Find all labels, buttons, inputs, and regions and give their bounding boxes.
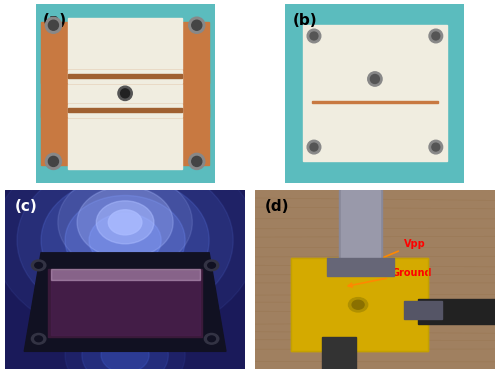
Bar xyxy=(41,70,209,82)
Circle shape xyxy=(208,263,216,268)
Bar xyxy=(339,190,382,265)
Bar xyxy=(327,258,394,276)
Text: (c): (c) xyxy=(14,199,38,214)
Circle shape xyxy=(188,17,205,33)
Circle shape xyxy=(368,72,382,86)
Text: Vpp: Vpp xyxy=(360,239,426,267)
Bar xyxy=(68,108,182,112)
Circle shape xyxy=(82,323,168,373)
Bar xyxy=(303,25,446,162)
Circle shape xyxy=(89,213,161,267)
Circle shape xyxy=(35,336,42,342)
Circle shape xyxy=(65,310,185,373)
Circle shape xyxy=(432,32,440,40)
Circle shape xyxy=(432,143,440,151)
Circle shape xyxy=(101,337,149,373)
Circle shape xyxy=(17,160,233,321)
Circle shape xyxy=(108,210,142,235)
Circle shape xyxy=(429,29,442,43)
Circle shape xyxy=(77,186,173,258)
Bar xyxy=(41,104,209,117)
Circle shape xyxy=(41,178,209,303)
Circle shape xyxy=(204,333,219,344)
Polygon shape xyxy=(291,258,428,351)
Polygon shape xyxy=(24,253,226,351)
Circle shape xyxy=(48,156,58,166)
Bar xyxy=(41,22,80,165)
Bar xyxy=(342,190,380,265)
Circle shape xyxy=(307,140,321,154)
Text: (d): (d) xyxy=(264,199,289,214)
Text: (a): (a) xyxy=(42,13,67,28)
Circle shape xyxy=(120,89,130,98)
Bar xyxy=(322,337,356,369)
Bar xyxy=(68,70,182,82)
Circle shape xyxy=(192,20,202,30)
Circle shape xyxy=(96,201,154,244)
Circle shape xyxy=(192,156,202,166)
Bar xyxy=(418,300,495,325)
Circle shape xyxy=(35,263,42,268)
Circle shape xyxy=(429,140,442,154)
Circle shape xyxy=(188,153,205,169)
Circle shape xyxy=(65,195,185,285)
Circle shape xyxy=(352,300,364,309)
Circle shape xyxy=(208,336,216,342)
Bar xyxy=(68,104,182,117)
Circle shape xyxy=(58,172,192,273)
Circle shape xyxy=(307,29,321,43)
Text: Ground: Ground xyxy=(348,268,432,287)
Bar xyxy=(50,271,200,335)
Bar xyxy=(48,269,202,337)
Bar xyxy=(404,301,442,319)
Circle shape xyxy=(32,333,46,344)
Circle shape xyxy=(204,260,219,271)
Circle shape xyxy=(48,20,58,30)
Bar xyxy=(312,101,438,103)
Bar xyxy=(170,22,209,165)
Circle shape xyxy=(46,17,62,33)
Bar xyxy=(291,258,428,351)
Circle shape xyxy=(118,86,132,100)
Circle shape xyxy=(32,260,46,271)
Circle shape xyxy=(310,143,318,151)
Circle shape xyxy=(310,32,318,40)
Bar xyxy=(50,269,200,280)
Circle shape xyxy=(370,75,380,84)
Bar xyxy=(68,18,182,169)
Circle shape xyxy=(348,298,368,312)
Text: (b): (b) xyxy=(292,13,317,28)
Circle shape xyxy=(0,142,257,339)
Circle shape xyxy=(46,153,62,169)
Bar xyxy=(68,73,182,78)
